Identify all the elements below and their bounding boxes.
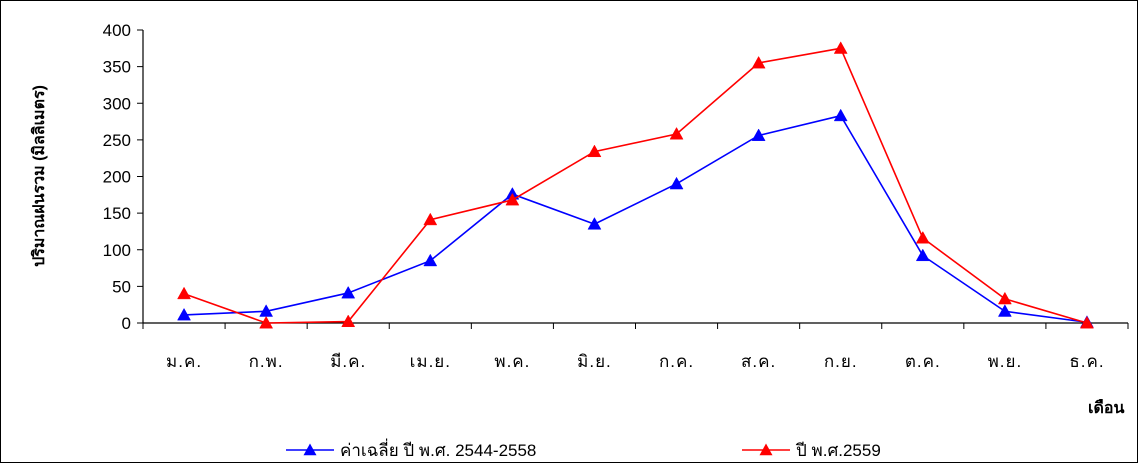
y-tick-label: 50 <box>112 277 131 296</box>
y-tick-label: 100 <box>103 241 131 260</box>
legend-item: ค่าเฉลี่ย ปี พ.ศ. 2544-2558 <box>286 438 536 460</box>
y-axis-title: ปริมาณฝนรวม (มิลลิเมตร) <box>30 85 48 267</box>
y-tick-label: 200 <box>103 168 131 187</box>
legend-label: ปี พ.ศ.2559 <box>795 441 881 460</box>
x-tick-label: ก.พ. <box>249 352 284 371</box>
axes: 0 50 100 150 200 250 300 350 400 ม.ค. ก.พ. มี.ค. เม.… <box>103 21 1129 371</box>
data-point <box>997 304 1012 317</box>
legend-marker <box>759 443 773 456</box>
legend: ค่าเฉลี่ย ปี พ.ศ. 2544-2558 ปี พ.ศ.2559 <box>286 438 881 460</box>
y-tick-label: 350 <box>103 58 131 77</box>
data-point <box>423 212 438 226</box>
y-tick-label: 300 <box>103 94 131 113</box>
x-tick-label: เม.ย. <box>410 352 451 371</box>
data-point <box>751 55 766 69</box>
legend-item: ปี พ.ศ.2559 <box>742 441 881 460</box>
data-point <box>587 144 602 158</box>
data-point <box>915 231 930 244</box>
data-point <box>833 108 848 122</box>
data-point <box>423 253 438 267</box>
legend-marker <box>303 443 317 456</box>
data-point <box>669 127 684 140</box>
data-point <box>833 41 848 54</box>
x-tick-label: ม.ค. <box>166 352 202 371</box>
x-axis-title: เดือน <box>1088 399 1124 417</box>
x-tick-label: ก.ย. <box>824 352 858 371</box>
data-point <box>341 285 356 299</box>
series-1 <box>177 108 1094 328</box>
series-line <box>184 114 1088 324</box>
data-point <box>997 291 1012 305</box>
series-layer <box>177 41 1094 329</box>
series-2 <box>177 41 1094 329</box>
y-tick-label: 150 <box>103 204 131 223</box>
x-tick-label: ต.ค. <box>905 352 941 371</box>
x-tick-label: ธ.ค. <box>1069 352 1104 371</box>
data-point <box>669 176 684 190</box>
legend-label: ค่าเฉลี่ย ปี พ.ศ. 2544-2558 <box>340 438 536 460</box>
data-point <box>177 307 191 321</box>
series-line <box>183 47 1088 324</box>
y-tick-label: 250 <box>103 131 131 150</box>
data-point <box>505 192 520 206</box>
x-tick-label: ก.ค. <box>659 352 694 371</box>
data-point <box>587 217 602 230</box>
x-tick-label: พ.ค. <box>494 352 530 371</box>
x-tick-label: มิ.ย. <box>577 352 612 371</box>
data-point <box>751 128 766 141</box>
data-point <box>259 315 274 329</box>
x-tick-label: ส.ค. <box>741 352 776 371</box>
y-tick-label: 400 <box>103 21 131 40</box>
data-point <box>915 248 930 262</box>
x-tick-label: มี.ค. <box>330 352 366 371</box>
y-tick-label: 0 <box>122 314 131 333</box>
data-point <box>1080 315 1094 329</box>
x-tick-label: พ.ย. <box>988 352 1023 371</box>
data-point <box>341 314 356 327</box>
data-point <box>177 286 191 300</box>
